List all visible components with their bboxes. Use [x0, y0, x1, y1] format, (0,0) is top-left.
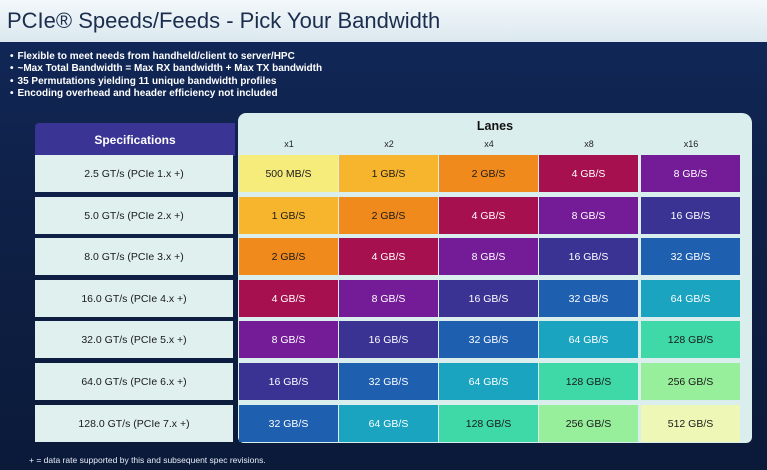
bandwidth-cell: 64 GB/S [539, 321, 638, 358]
bandwidth-cell: 8 GB/S [339, 280, 438, 317]
bandwidth-cell: 4 GB/S [239, 280, 338, 317]
bandwidth-cell: 128 GB/S [539, 363, 638, 400]
bandwidth-cell: 16 GB/S [641, 197, 740, 234]
lane-header-x1: x1 [284, 139, 294, 149]
spec-cell: 2.5 GT/s (PCIe 1.x +) [35, 155, 233, 192]
bullet-list: Flexible to meet needs from handheld/cli… [10, 51, 323, 101]
bandwidth-cell: 8 GB/S [539, 197, 638, 234]
bandwidth-cell: 128 GB/S [439, 405, 538, 442]
bandwidth-cell: 2 GB/S [239, 238, 338, 275]
bandwidth-cell: 32 GB/S [439, 321, 538, 358]
bandwidth-cell: 2 GB/S [439, 155, 538, 192]
bullet-item: ~Max Total Bandwidth = Max RX bandwidth … [10, 63, 323, 75]
bandwidth-cell: 4 GB/S [339, 238, 438, 275]
bandwidth-cell: 256 GB/S [641, 363, 740, 400]
title-bar: PCIe® Speeds/Feeds - Pick Your Bandwidth [0, 0, 767, 42]
bandwidth-cell: 4 GB/S [539, 155, 638, 192]
lane-header-x16: x16 [683, 139, 699, 149]
bandwidth-cell: 32 GB/S [539, 280, 638, 317]
spec-cell: 64.0 GT/s (PCIe 6.x +) [35, 363, 233, 400]
bullet-item: Encoding overhead and header efficiency … [10, 88, 322, 100]
specifications-header: Specifications [35, 123, 235, 156]
spec-cell: 5.0 GT/s (PCIe 2.x +) [35, 197, 233, 234]
bandwidth-cell: 64 GB/S [339, 405, 438, 442]
bandwidth-cell: 1 GB/S [339, 155, 438, 192]
bandwidth-cell: 16 GB/S [539, 238, 638, 275]
lane-header-x4: x4 [484, 139, 494, 149]
bandwidth-cell: 512 GB/S [641, 405, 740, 442]
bandwidth-cell: 32 GB/S [239, 405, 338, 442]
bandwidth-cell: 8 GB/S [641, 155, 740, 192]
spec-cell: 128.0 GT/s (PCIe 7.x +) [35, 405, 233, 442]
lane-header-x8: x8 [584, 139, 594, 149]
bandwidth-cell: 16 GB/S [239, 363, 338, 400]
bandwidth-cell: 256 GB/S [539, 405, 638, 442]
lane-header-x2: x2 [384, 139, 394, 149]
lanes-title: Lanes [476, 119, 514, 133]
page-title: PCIe® Speeds/Feeds - Pick Your Bandwidth [7, 8, 441, 33]
bandwidth-cell: 8 GB/S [439, 238, 538, 275]
bandwidth-cell: 16 GB/S [439, 280, 538, 317]
bandwidth-cell: 64 GB/S [641, 280, 740, 317]
bandwidth-cell: 64 GB/S [439, 363, 538, 400]
bandwidth-cell: 1 GB/S [239, 197, 338, 234]
bullet-item: 35 Permutations yielding 11 unique bandw… [10, 76, 322, 88]
bandwidth-cell: 2 GB/S [339, 197, 438, 234]
spec-cell: 16.0 GT/s (PCIe 4.x +) [35, 280, 233, 317]
bandwidth-cell: 16 GB/S [339, 321, 438, 358]
bandwidth-cell: 32 GB/S [641, 238, 740, 275]
spec-cell: 8.0 GT/s (PCIe 3.x +) [35, 238, 233, 275]
bandwidth-cell: 500 MB/S [239, 155, 338, 192]
bandwidth-cell: 4 GB/S [439, 197, 538, 234]
bandwidth-cell: 8 GB/S [239, 321, 338, 358]
bandwidth-cell: 32 GB/S [339, 363, 438, 400]
footnote: + = data rate supported by this and subs… [29, 455, 266, 465]
bullet-item: Flexible to meet needs from handheld/cli… [10, 51, 322, 63]
spec-cell: 32.0 GT/s (PCIe 5.x +) [35, 321, 233, 358]
bandwidth-cell: 128 GB/S [641, 321, 740, 358]
